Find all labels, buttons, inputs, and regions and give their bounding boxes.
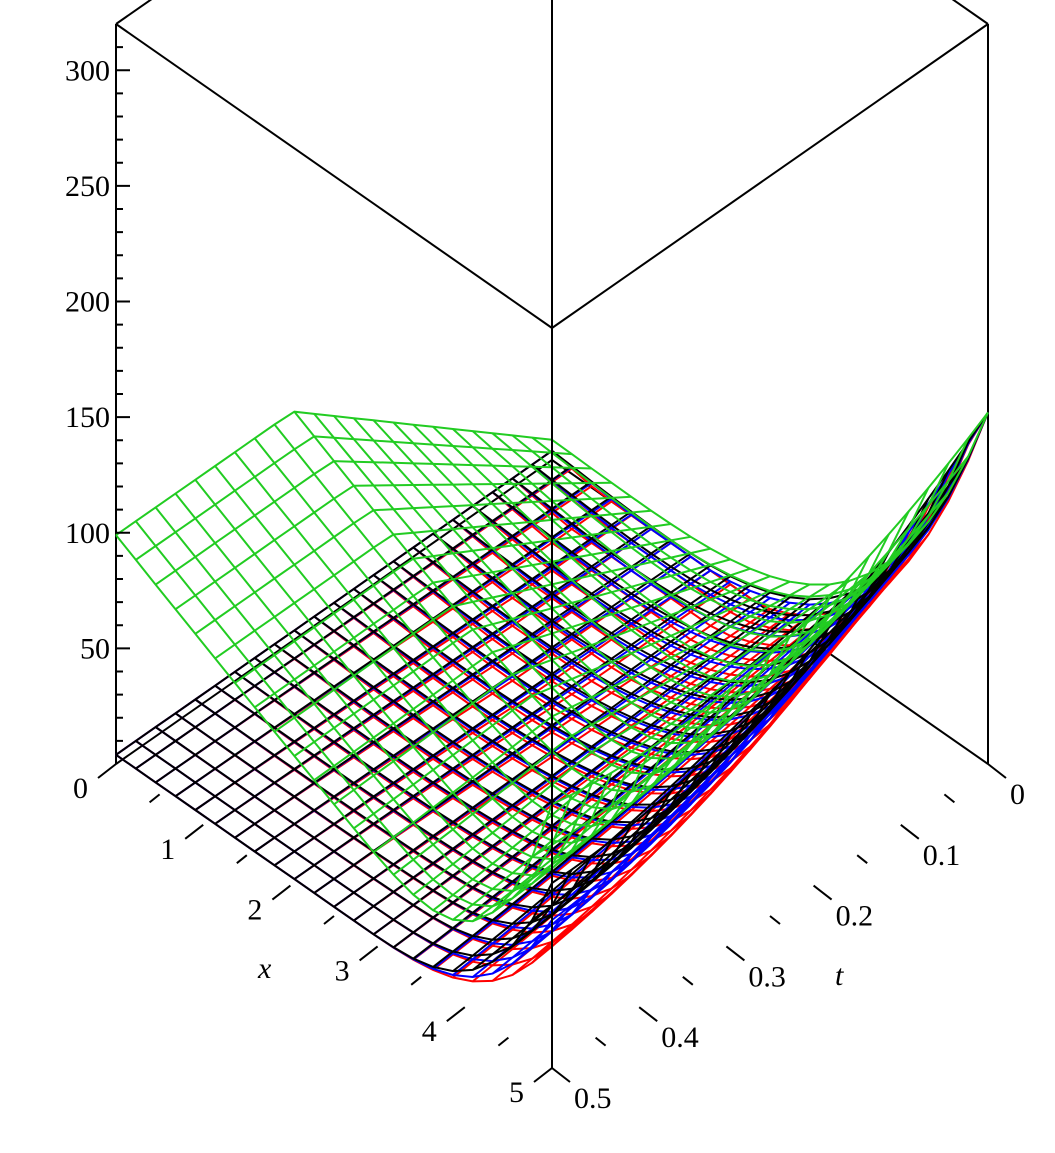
x-axis: 0 1 2 3 4 5 xyxy=(73,763,553,1109)
z-tick-label: 300 xyxy=(65,54,110,87)
box-edge xyxy=(951,0,989,25)
t-tick-label: 0.4 xyxy=(661,1021,699,1054)
t-tick-label: 0.3 xyxy=(748,960,786,993)
surface-line xyxy=(372,574,811,761)
x-tick xyxy=(97,763,117,779)
surface-line xyxy=(273,643,712,841)
t-tick xyxy=(812,884,833,901)
surface-line xyxy=(273,423,712,793)
x-tick-label: 2 xyxy=(247,894,262,927)
surface-line xyxy=(194,479,633,861)
x-tick xyxy=(271,884,292,901)
surface-line xyxy=(214,684,652,892)
t-minor-tick xyxy=(769,915,781,925)
z-tick-label: 200 xyxy=(65,286,110,319)
t-tick-label: 0.1 xyxy=(923,839,961,872)
surface-line xyxy=(452,519,890,684)
surface-line xyxy=(253,437,692,811)
t-tick-label: 0.2 xyxy=(836,900,874,933)
surface-line xyxy=(115,753,553,973)
x-minor-tick xyxy=(410,976,422,986)
t-minor-tick xyxy=(594,1036,607,1047)
x-tick-label: 3 xyxy=(335,954,350,987)
t-tick xyxy=(638,1006,658,1022)
surface-line xyxy=(174,492,613,877)
surface-line xyxy=(372,419,811,714)
t-tick xyxy=(900,824,920,840)
surface-line xyxy=(392,421,831,698)
z-tick-label: 250 xyxy=(65,170,110,203)
x-tick xyxy=(533,1067,553,1083)
t-minor-tick xyxy=(682,976,694,986)
surface-line xyxy=(135,740,573,957)
t-minor-tick xyxy=(856,854,868,864)
z-tick-label: 150 xyxy=(65,401,110,434)
t-tick xyxy=(987,763,1007,779)
x-minor-tick xyxy=(236,854,248,864)
t-axis-label: t xyxy=(835,959,844,992)
x-tick-label: 1 xyxy=(160,833,175,866)
x-minor-tick xyxy=(323,915,335,925)
x-tick-label: 0 xyxy=(73,772,88,805)
surface-line xyxy=(551,412,989,606)
z-tick-label: 100 xyxy=(65,517,110,550)
x-tick xyxy=(184,824,204,840)
box-edge xyxy=(551,23,989,329)
box-edge xyxy=(115,23,553,329)
t-tick xyxy=(725,945,746,962)
surface-line xyxy=(254,657,692,859)
surface-line xyxy=(293,411,732,776)
x-tick xyxy=(446,1006,466,1022)
surface-line xyxy=(472,430,910,638)
x-tick-label: 4 xyxy=(422,1015,437,1048)
surface-line xyxy=(412,423,851,683)
x-tick xyxy=(358,945,379,962)
surface-line xyxy=(154,506,593,892)
x-minor-tick xyxy=(497,1036,510,1047)
surface-2 xyxy=(115,411,989,973)
surface-line xyxy=(353,588,791,778)
surface-line xyxy=(174,712,613,925)
surface-line xyxy=(313,413,752,760)
surface-line xyxy=(155,726,593,941)
surface-line xyxy=(135,520,573,908)
x-minor-tick xyxy=(148,793,161,804)
surface-line xyxy=(234,670,672,876)
surface-line xyxy=(115,534,553,923)
z-tick-label: 50 xyxy=(80,632,110,665)
x-tick-label: 5 xyxy=(509,1076,524,1109)
surface-line xyxy=(531,444,970,632)
box-edge xyxy=(115,0,153,25)
surface-line xyxy=(412,546,851,719)
surface-line xyxy=(551,412,989,586)
t-tick-label: 0.5 xyxy=(574,1082,612,1115)
surface-line xyxy=(353,417,791,730)
surfaces xyxy=(115,410,989,983)
surface-line xyxy=(194,698,633,909)
t-tick-label: 0 xyxy=(1010,778,1025,811)
t-tick xyxy=(551,1067,571,1083)
x-axis-label: x xyxy=(257,952,272,985)
surface-3 xyxy=(115,410,989,923)
surface-line xyxy=(313,615,751,813)
z-axis: 50 100 150 200 250 300 xyxy=(65,46,130,742)
t-axis: 0 0.1 0.2 0.3 0.4 0.5 xyxy=(551,763,1025,1115)
t-minor-tick xyxy=(943,793,956,804)
